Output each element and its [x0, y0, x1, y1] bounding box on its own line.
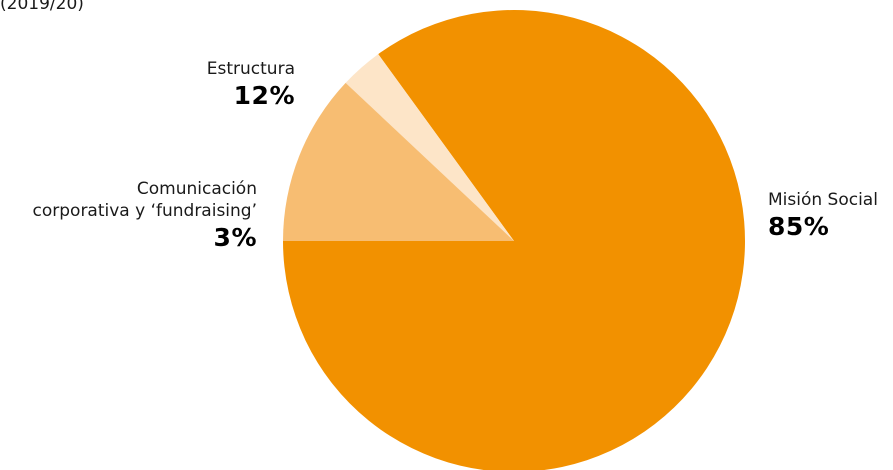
- slice-label-estructura: Estructura 12%: [207, 58, 295, 112]
- slice-mision-social: [283, 10, 745, 470]
- slice-estructura: [283, 82, 514, 242]
- slice-value-comunicacion: 3%: [213, 223, 257, 252]
- slice-name-mision: Misión Social: [768, 190, 878, 210]
- slice-label-comunicacion: Comunicación corporativa y ‘fundraising’…: [33, 178, 257, 254]
- header-fragment: (2019/20): [0, 0, 84, 14]
- slice-comunicacion: [345, 54, 514, 242]
- slice-value-estructura: 12%: [233, 81, 295, 110]
- slice-value-mision: 85%: [768, 212, 830, 241]
- slice-name-comunicacion-line1: Comunicación: [136, 179, 257, 199]
- slice-name-estructura: Estructura: [206, 59, 295, 79]
- slice-name-comunicacion-line2: corporativa y ‘fundraising’: [32, 201, 257, 221]
- slice-label-mision: Misión Social 85%: [768, 189, 878, 243]
